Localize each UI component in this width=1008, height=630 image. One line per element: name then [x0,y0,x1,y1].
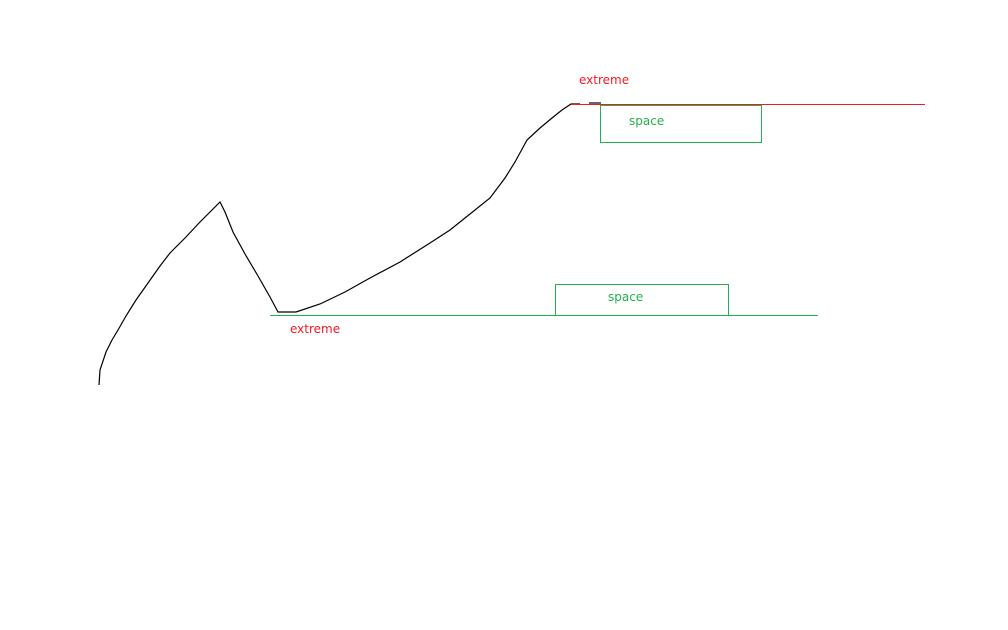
top-extreme-label: extreme [579,73,629,87]
bottom-space-label: space [608,290,643,304]
price-curve [98,103,580,386]
bottom-extreme-label: extreme [290,322,340,336]
top-space-label: space [629,114,664,128]
bottom-space-box [555,284,729,316]
top-space-box [600,105,762,143]
